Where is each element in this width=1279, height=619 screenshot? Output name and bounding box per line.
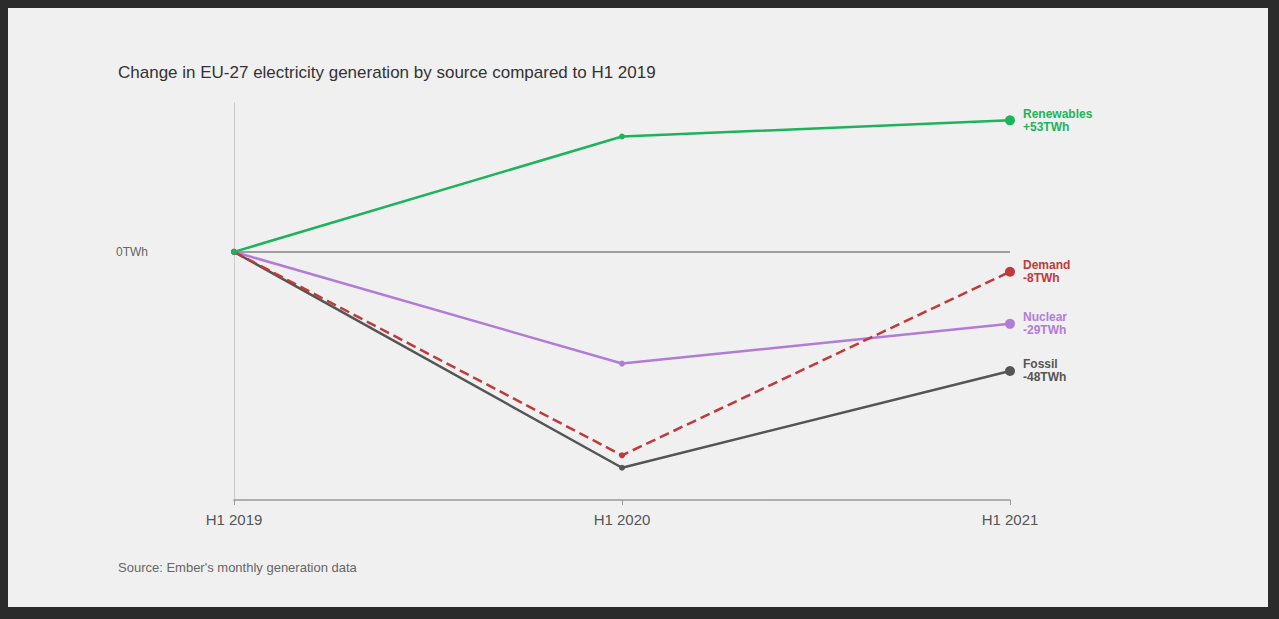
svg-text:H1 2019: H1 2019 (206, 511, 263, 528)
svg-text:Fossil: Fossil (1023, 357, 1058, 371)
svg-text:Renewables: Renewables (1023, 107, 1093, 121)
svg-text:-48TWh: -48TWh (1023, 370, 1066, 384)
svg-text:-29TWh: -29TWh (1023, 323, 1066, 337)
svg-text:Nuclear: Nuclear (1023, 310, 1067, 324)
svg-text:Source: Ember's monthly genera: Source: Ember's monthly generation data (118, 560, 358, 575)
svg-text:0TWh: 0TWh (116, 245, 148, 259)
svg-text:H1 2020: H1 2020 (594, 511, 651, 528)
svg-text:+53TWh: +53TWh (1023, 120, 1069, 134)
svg-text:Change in EU-27 electricity ge: Change in EU-27 electricity generation b… (118, 63, 656, 82)
svg-text:Demand: Demand (1023, 258, 1070, 272)
svg-text:-8TWh: -8TWh (1023, 271, 1060, 285)
svg-text:H1 2021: H1 2021 (982, 511, 1039, 528)
